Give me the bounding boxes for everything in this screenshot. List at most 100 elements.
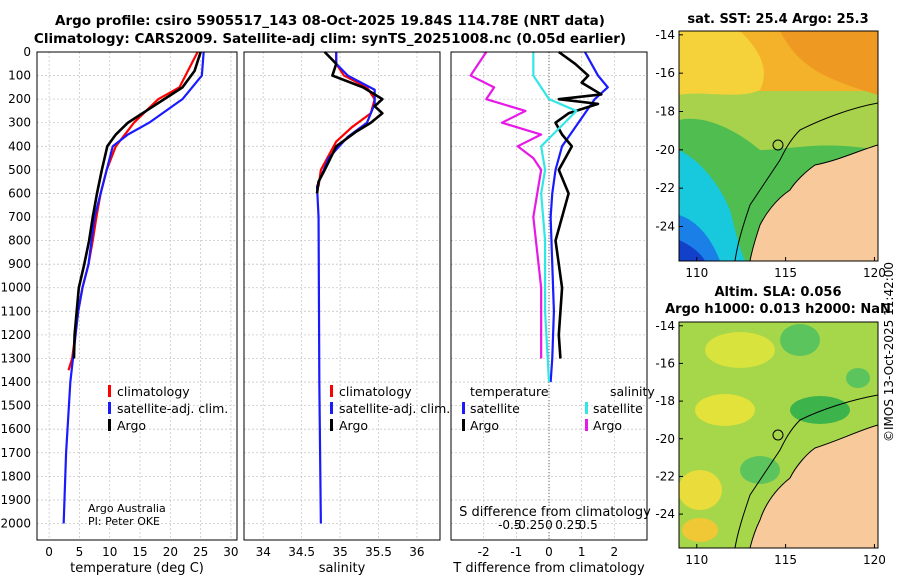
depth-tick-label-1400: 1400 bbox=[0, 375, 31, 389]
temp-series-0 bbox=[67, 51, 199, 371]
s-diff-tick-label-4: 0.5 bbox=[579, 518, 598, 532]
sstTicks-ytick-label-3: -20 bbox=[655, 143, 675, 157]
diff-xtick-label-2: 0 bbox=[545, 545, 553, 559]
sal-legend-label-1: satellite-adj. clim. bbox=[339, 401, 450, 416]
sal-xtick-label-4: 36 bbox=[409, 545, 424, 559]
sst-map-frame bbox=[678, 30, 879, 262]
depth-tick-label-2000: 2000 bbox=[0, 516, 31, 530]
sst-map-title: sat. SST: 25.4 Argo: 25.3 bbox=[687, 12, 868, 27]
depth-tick-label-1700: 1700 bbox=[0, 446, 31, 460]
credit-line1: Argo Australia bbox=[88, 502, 166, 515]
sla-yellow-patch-1 bbox=[705, 332, 775, 368]
diff-series-0 bbox=[549, 51, 609, 383]
credit-line2: PI: Peter OKE bbox=[88, 515, 160, 528]
diff-axes-frame bbox=[450, 51, 648, 541]
sst-bathymetry-contour bbox=[734, 102, 878, 261]
sstTicks-xtick-label-0: 110 bbox=[685, 266, 708, 280]
sla-bathymetry-contour bbox=[734, 394, 878, 548]
sst-map: 110 115 120 -14 -16 -18 -20 -22 -24 bbox=[655, 28, 886, 280]
s-diff-tick-label-1: -0.25 bbox=[514, 518, 545, 532]
slaTicks-xtick-label-0: 110 bbox=[685, 553, 708, 567]
sst-australia-land bbox=[749, 144, 878, 261]
temp-xlabel: temperature (deg C) bbox=[70, 561, 204, 576]
depth-tick-label-0: 0 bbox=[23, 45, 31, 59]
temp-axes-frame bbox=[36, 51, 238, 541]
depth-tick-label-1300: 1300 bbox=[0, 351, 31, 365]
depth-tick-label-200: 200 bbox=[8, 92, 31, 106]
depth-tick-label-900: 900 bbox=[8, 257, 31, 271]
temp-xtick-label-0: 0 bbox=[45, 545, 53, 559]
imos-copyright: ©IMOS 13-Oct-2025 11:42:00 bbox=[882, 262, 896, 442]
sal-xtick-label-2: 35 bbox=[332, 545, 347, 559]
diff-legend-right-title: salinity bbox=[610, 384, 655, 399]
depth-tick-label-1900: 1900 bbox=[0, 493, 31, 507]
temp-xtick-label-5: 25 bbox=[193, 545, 208, 559]
sla-argo-profile-marker bbox=[772, 429, 784, 441]
temp-xtick-label-1: 5 bbox=[76, 545, 84, 559]
sla-map: 110 115 120 -14 -16 -18 -20 -22 -24 bbox=[655, 319, 886, 567]
sal-legend-swatch-1 bbox=[330, 402, 333, 414]
diff-legend-left-title: temperature bbox=[470, 384, 549, 399]
sal-legend-label-0: climatology bbox=[339, 384, 412, 399]
sst-hot-region bbox=[679, 31, 878, 95]
slaTicks-ytick-label-0: -14 bbox=[655, 319, 675, 333]
sstTicks-ytick-label-2: -18 bbox=[655, 105, 675, 119]
temp-xtick-label-3: 15 bbox=[132, 545, 147, 559]
temp-xtick-label-4: 20 bbox=[163, 545, 178, 559]
diff-xtick-label-0: -2 bbox=[478, 545, 490, 559]
diff-series-3 bbox=[469, 51, 543, 359]
slaTicks-xtick-label-2: 120 bbox=[863, 553, 886, 567]
sla-green-patch-2 bbox=[846, 368, 870, 388]
diff-xtick-label-4: 2 bbox=[611, 545, 619, 559]
diff-legend-right-label-0: satellite bbox=[593, 401, 643, 416]
depth-tick-label-800: 800 bbox=[8, 234, 31, 248]
sla-dark-green-patch bbox=[790, 396, 850, 424]
depth-tick-label-1800: 1800 bbox=[0, 469, 31, 483]
temp-series-2 bbox=[72, 51, 202, 359]
depth-tick-label-500: 500 bbox=[8, 163, 31, 177]
diff-legend-left-label-1: Argo bbox=[470, 418, 499, 433]
sstTicks-ytick-label-0: -14 bbox=[655, 28, 675, 42]
sla-orange-patch bbox=[682, 518, 718, 542]
depth-tick-label-1500: 1500 bbox=[0, 399, 31, 413]
temp-legend-label-2: Argo bbox=[117, 418, 146, 433]
depth-tick-label-300: 300 bbox=[8, 116, 31, 130]
depth-tick-label-700: 700 bbox=[8, 210, 31, 224]
slaTicks-ytick-label-5: -24 bbox=[655, 507, 675, 521]
s-diff-tick-label-2: 0 bbox=[545, 518, 553, 532]
sst-deep-blue-region bbox=[679, 240, 705, 261]
s-diff-axis-label: S difference from climatology bbox=[459, 505, 651, 520]
diff-legend-right-swatch-1 bbox=[585, 419, 588, 431]
diff-xtick-label-1: -1 bbox=[510, 545, 522, 559]
s-diff-tick-label-0: -0.5 bbox=[498, 518, 521, 532]
sal-legend-swatch-0 bbox=[330, 385, 333, 397]
sla-map-frame bbox=[678, 321, 879, 549]
depth-tick-label-1200: 1200 bbox=[0, 328, 31, 342]
sla-yellow-patch-3 bbox=[679, 470, 722, 510]
diff-legend-right-swatch-0 bbox=[585, 402, 588, 414]
sst-yellow-region bbox=[679, 31, 764, 95]
depth-tick-label-1100: 1100 bbox=[0, 304, 31, 318]
temp-legend-label-1: satellite-adj. clim. bbox=[117, 401, 228, 416]
sstTicks-ytick-label-1: -16 bbox=[655, 66, 675, 80]
slaTicks-ytick-label-3: -20 bbox=[655, 432, 675, 446]
temp-xtick-label-2: 10 bbox=[102, 545, 117, 559]
sla-map-title-line1: Altim. SLA: 0.056 bbox=[715, 285, 842, 300]
diff-xlabel: T difference from climatology bbox=[452, 561, 645, 576]
sal-xtick-label-1: 34.5 bbox=[288, 545, 315, 559]
temp-legend-label-0: climatology bbox=[117, 384, 190, 399]
slaTicks-ytick-label-1: -16 bbox=[655, 356, 675, 370]
depth-tick-label-1000: 1000 bbox=[0, 281, 31, 295]
s-diff-tick-label-3: 0.25 bbox=[555, 518, 582, 532]
sal-legend-label-2: Argo bbox=[339, 418, 368, 433]
sla-green-patch-1 bbox=[780, 324, 820, 356]
temp-panel: 0100200300400500600700800900100011001200… bbox=[0, 45, 238, 576]
diff-legend-left-label-0: satellite bbox=[470, 401, 520, 416]
sal-legend-swatch-2 bbox=[330, 419, 333, 431]
temp-xtick-label-6: 30 bbox=[223, 545, 238, 559]
sst-argo-profile-marker bbox=[772, 139, 784, 151]
sla-australia-land bbox=[749, 424, 878, 548]
depth-tick-label-400: 400 bbox=[8, 139, 31, 153]
sstTicks-ytick-label-4: -22 bbox=[655, 181, 675, 195]
